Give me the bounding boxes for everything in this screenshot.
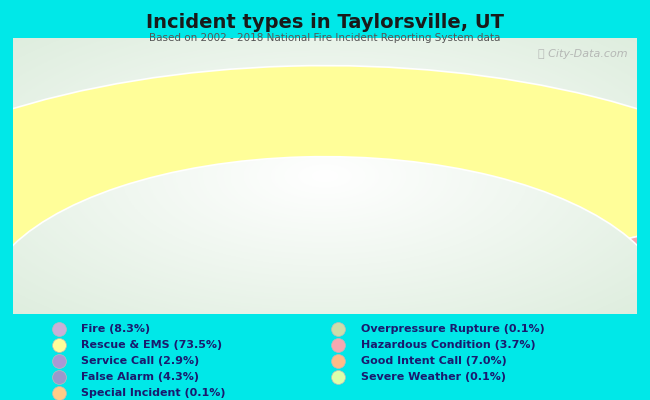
Text: Service Call (2.9%): Service Call (2.9%) bbox=[81, 356, 200, 366]
Wedge shape bbox=[0, 66, 650, 256]
Text: Overpressure Rupture (0.1%): Overpressure Rupture (0.1%) bbox=[361, 324, 545, 334]
Point bbox=[53, 374, 64, 380]
Wedge shape bbox=[645, 222, 650, 274]
Point bbox=[333, 342, 343, 348]
Wedge shape bbox=[0, 225, 3, 295]
Point bbox=[53, 326, 64, 333]
Text: ⓘ City-Data.com: ⓘ City-Data.com bbox=[538, 49, 628, 59]
Text: Severe Weather (0.1%): Severe Weather (0.1%) bbox=[361, 372, 506, 382]
Text: Rescue & EMS (73.5%): Rescue & EMS (73.5%) bbox=[81, 340, 222, 350]
Text: Based on 2002 - 2018 National Fire Incident Reporting System data: Based on 2002 - 2018 National Fire Incid… bbox=[150, 33, 500, 43]
Text: Special Incident (0.1%): Special Incident (0.1%) bbox=[81, 388, 226, 398]
Text: False Alarm (4.3%): False Alarm (4.3%) bbox=[81, 372, 200, 382]
Wedge shape bbox=[629, 196, 650, 254]
Point bbox=[333, 326, 343, 333]
Point bbox=[53, 342, 64, 348]
Point bbox=[333, 358, 343, 364]
Text: Hazardous Condition (3.7%): Hazardous Condition (3.7%) bbox=[361, 340, 536, 350]
Text: Fire (8.3%): Fire (8.3%) bbox=[81, 324, 150, 334]
Point bbox=[333, 374, 343, 380]
Point bbox=[53, 390, 64, 396]
Text: Good Intent Call (7.0%): Good Intent Call (7.0%) bbox=[361, 356, 506, 366]
Text: Incident types in Taylorsville, UT: Incident types in Taylorsville, UT bbox=[146, 13, 504, 32]
Point bbox=[53, 358, 64, 364]
